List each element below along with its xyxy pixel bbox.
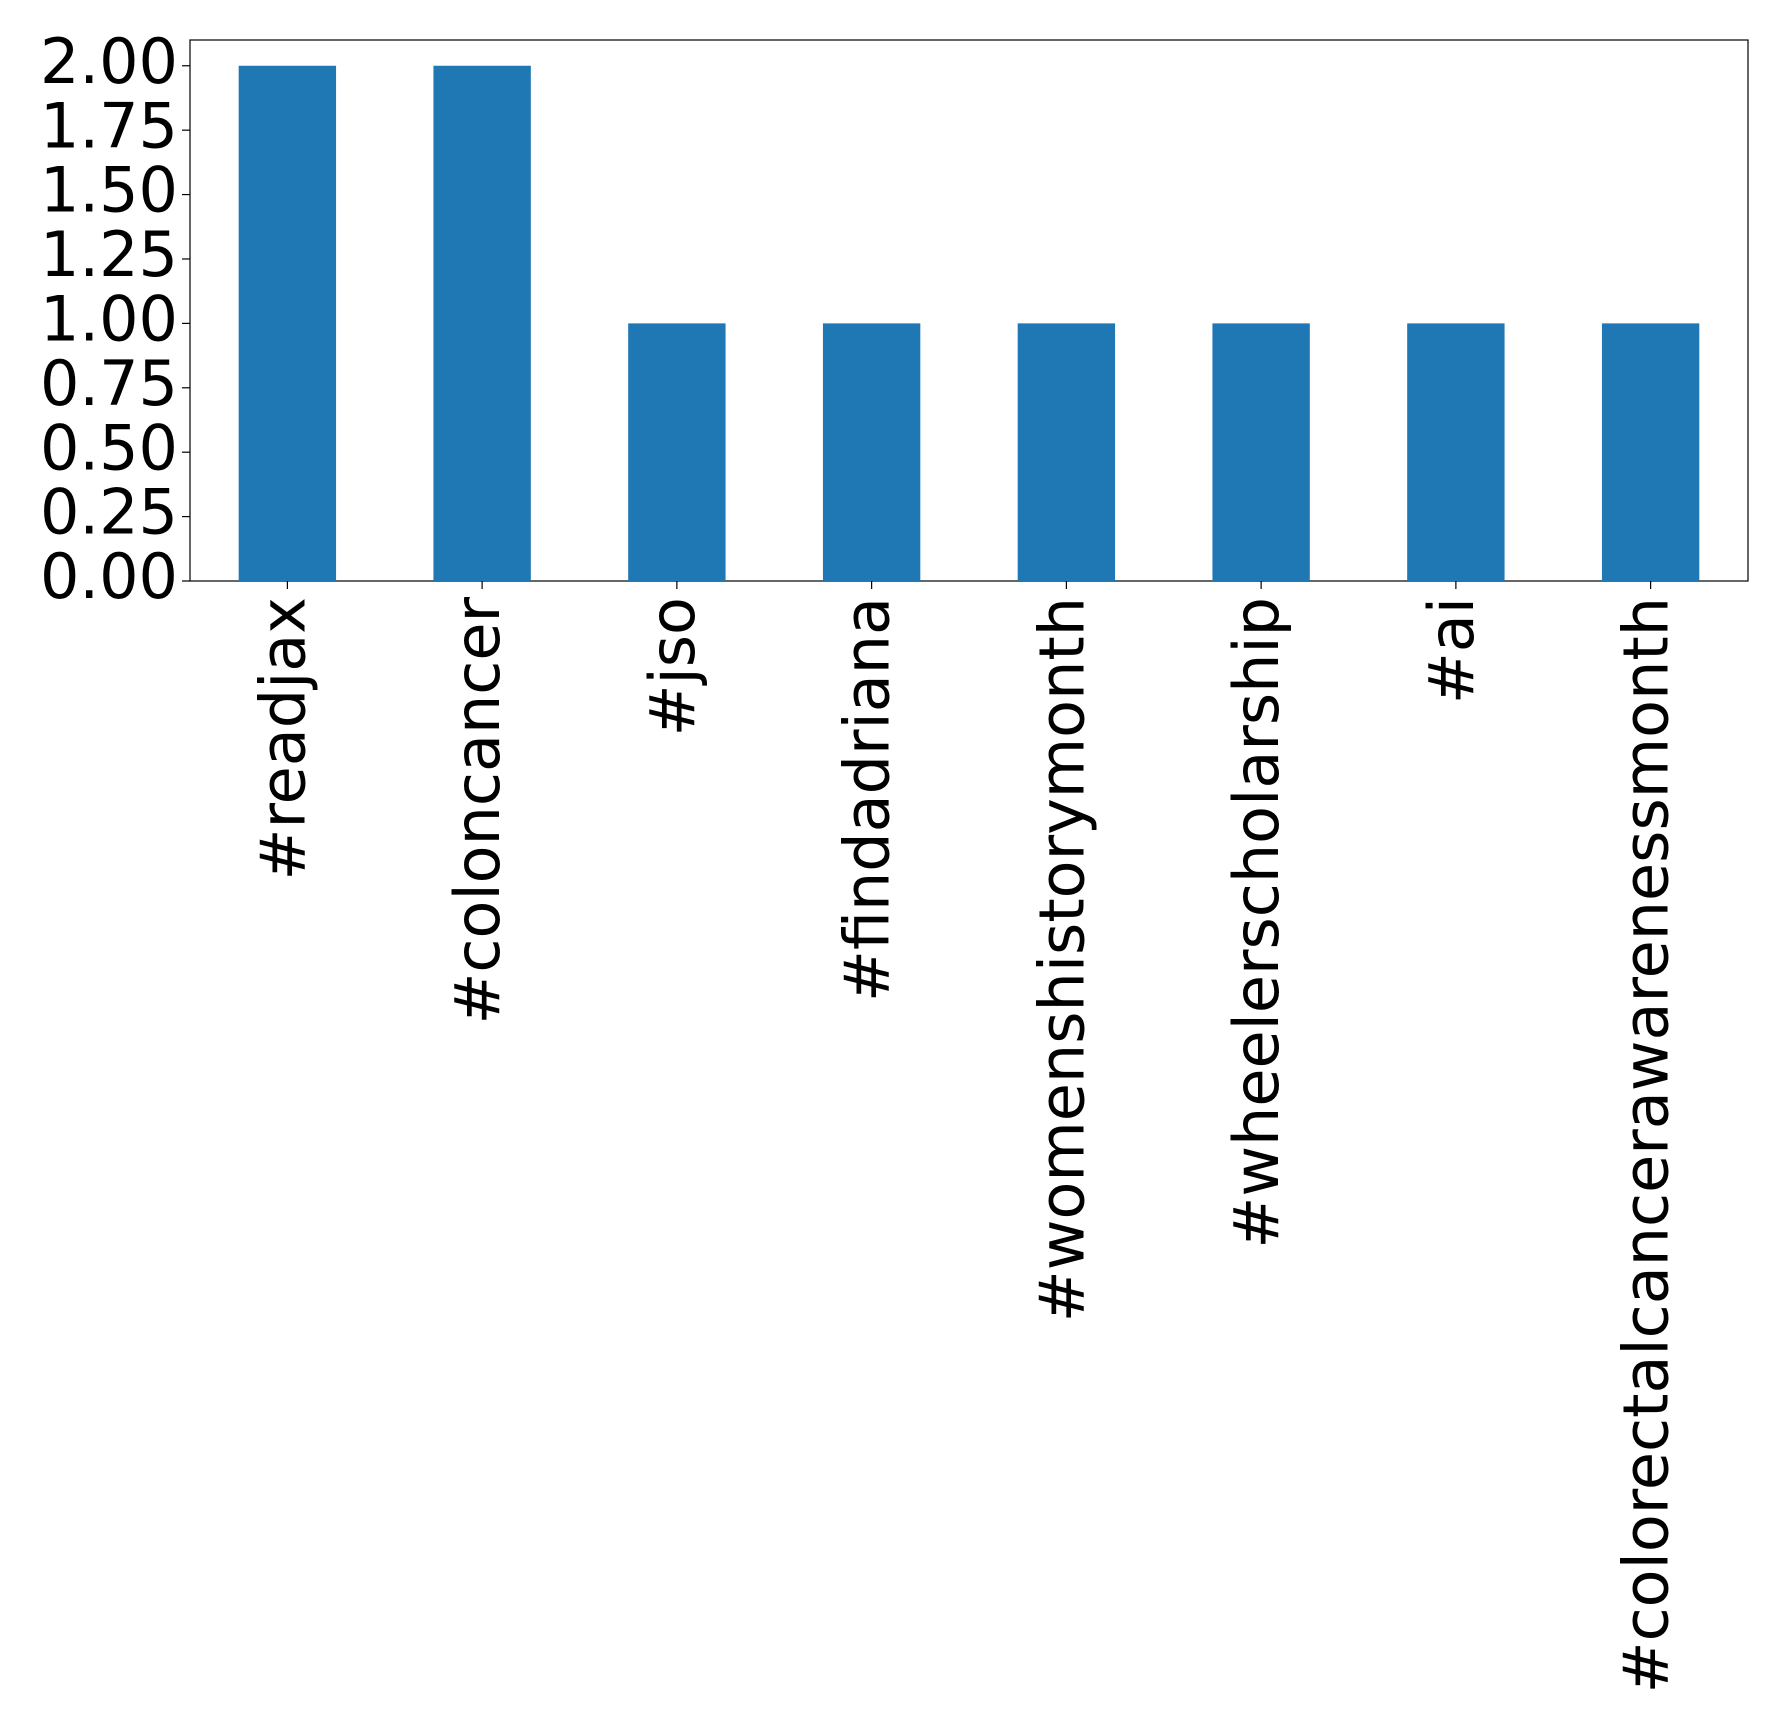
bar <box>1212 323 1310 581</box>
bar <box>1407 323 1505 581</box>
bar <box>1601 323 1700 581</box>
x-tick-label: #readjax <box>246 597 319 880</box>
x-tick-label: #coloncancer <box>441 597 514 1025</box>
bar <box>238 65 337 581</box>
y-tick-label: 1.75 <box>40 89 178 162</box>
y-tick-label: 0.25 <box>40 476 178 549</box>
x-tick-label: #jso <box>636 597 709 736</box>
x-tick-label: #wheelerscholarship <box>1220 597 1293 1249</box>
x-tick-label: #ai <box>1415 597 1488 704</box>
y-tick-label: 1.00 <box>40 282 178 355</box>
y-tick-label: 1.50 <box>40 154 178 227</box>
x-tick-label: #findadriana <box>831 597 904 1002</box>
bar <box>1017 323 1116 581</box>
y-tick-label: 0.00 <box>40 540 178 613</box>
axes-frame <box>189 39 1749 582</box>
y-tick-label: 2.00 <box>40 25 178 98</box>
x-tick-label: #colorectalcancerawarenessmonth <box>1610 597 1683 1693</box>
bar <box>433 65 531 581</box>
x-tick-label: #womenshistorymonth <box>1025 597 1098 1322</box>
y-tick-label: 1.25 <box>40 218 178 291</box>
y-tick-label: 0.50 <box>40 411 178 484</box>
bar <box>822 323 921 581</box>
bar <box>628 323 726 581</box>
y-tick-label: 0.75 <box>40 347 178 420</box>
